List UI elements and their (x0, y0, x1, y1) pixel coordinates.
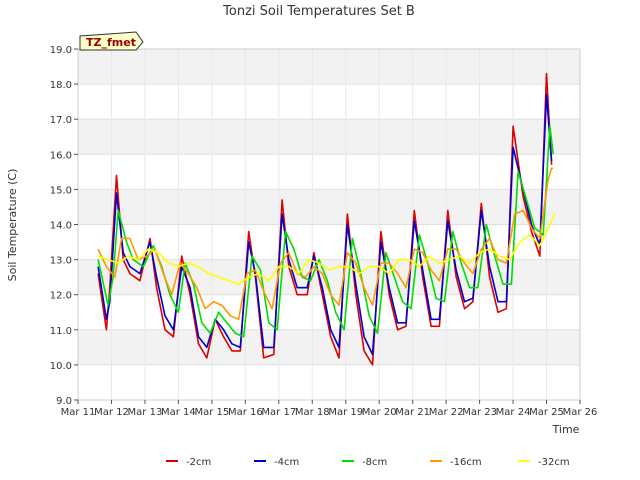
x-axis-label: Time (552, 423, 580, 436)
grid-band (78, 119, 580, 155)
series-line-4cm (97, 93, 553, 356)
y-tick-label: 13.0 (50, 256, 72, 267)
grid-band (78, 189, 580, 225)
x-tick-label: Mar 18 (295, 407, 330, 418)
legend-label: -8cm (362, 457, 387, 468)
y-tick-label: 11.0 (50, 326, 72, 337)
legend-label: -16cm (450, 457, 482, 468)
x-tick-label: Mar 12 (94, 407, 129, 418)
series-lines (97, 72, 556, 366)
y-tick-label: 18.0 (50, 80, 72, 91)
series-line-16cm (97, 167, 554, 321)
grid-bands (78, 49, 580, 365)
x-tick-label: Mar 14 (161, 407, 196, 418)
grid-band (78, 329, 580, 365)
y-tick-label: 14.0 (50, 221, 72, 232)
legend: -2cm -4cm -8cm -16cm -32cm (166, 457, 570, 468)
annotation-frame (79, 31, 144, 51)
legend-label: -32cm (538, 457, 570, 468)
x-tick-label: Mar 25 (529, 407, 564, 418)
x-tick-label: Mar 26 (563, 407, 598, 418)
x-tick-label: Mar 19 (328, 407, 363, 418)
y-tick-label: 16.0 (50, 150, 72, 161)
legend-label: -4cm (274, 457, 299, 468)
annotation-label: TZ_fmet (86, 36, 136, 49)
x-tick-label: Mar 24 (496, 407, 531, 418)
plot-area (77, 48, 581, 401)
y-tick-label: 9.0 (56, 396, 72, 407)
y-tick-label: 15.0 (50, 185, 72, 196)
grid-band (78, 49, 580, 85)
legend-label: -2cm (186, 457, 211, 468)
chart-title: Tonzi Soil Temperatures Set B (222, 4, 415, 19)
x-tick-label: Mar 16 (228, 407, 263, 418)
x-tick-label: Mar 21 (395, 407, 430, 418)
series-line-32cm (97, 213, 556, 286)
y-tick-label: 17.0 (50, 115, 72, 126)
y-tick-label: 19.0 (50, 45, 72, 56)
y-axis: 9.0 10.0 11.0 12.0 13.0 14.0 15.0 16.0 17.0 18.0 1… (50, 45, 78, 407)
annotation-box: TZ_fmet (79, 31, 144, 51)
x-tick-label: Mar 17 (261, 407, 296, 418)
y-tick-label: 12.0 (50, 291, 72, 302)
x-tick-label: Mar 22 (429, 407, 464, 418)
x-tick-label: Mar 20 (362, 407, 397, 418)
y-tick-label: 10.0 (50, 361, 72, 372)
x-tick-label: Mar 15 (194, 407, 229, 418)
y-axis-label: Soil Temperature (C) (6, 169, 19, 282)
x-tick-label: Mar 11 (61, 407, 96, 418)
x-tick-label: Mar 13 (128, 407, 163, 418)
x-tick-label: Mar 23 (462, 407, 497, 418)
